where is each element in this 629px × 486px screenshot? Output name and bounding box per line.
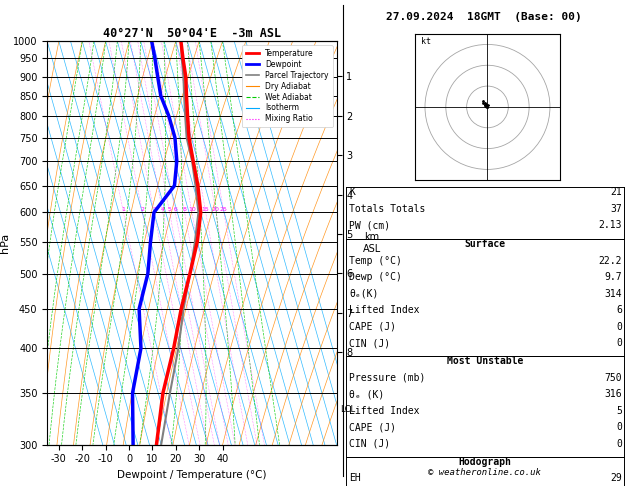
Text: CAPE (J): CAPE (J) xyxy=(349,422,396,433)
X-axis label: Dewpoint / Temperature (°C): Dewpoint / Temperature (°C) xyxy=(117,470,267,480)
Text: 316: 316 xyxy=(604,389,622,399)
Y-axis label: hPa: hPa xyxy=(0,233,10,253)
Text: 2: 2 xyxy=(140,208,145,212)
Text: kt: kt xyxy=(421,37,431,47)
Text: 8: 8 xyxy=(182,208,186,212)
Text: θₑ (K): θₑ (K) xyxy=(349,389,384,399)
Text: 6: 6 xyxy=(616,305,622,315)
Text: 0: 0 xyxy=(616,439,622,449)
Text: Surface: Surface xyxy=(464,239,506,249)
Text: LCL: LCL xyxy=(340,405,355,414)
Text: 21: 21 xyxy=(610,187,622,197)
Text: 25: 25 xyxy=(220,208,228,212)
Text: 37: 37 xyxy=(610,204,622,214)
Text: θₑ(K): θₑ(K) xyxy=(349,289,379,299)
Text: K: K xyxy=(349,187,355,197)
Text: 20: 20 xyxy=(212,208,220,212)
Text: 0: 0 xyxy=(616,338,622,348)
Text: EH: EH xyxy=(349,473,361,484)
Text: PW (cm): PW (cm) xyxy=(349,220,390,230)
Text: 22.2: 22.2 xyxy=(599,256,622,266)
Text: 10: 10 xyxy=(188,208,196,212)
Text: 6: 6 xyxy=(174,208,177,212)
Text: 1: 1 xyxy=(121,208,125,212)
Text: Lifted Index: Lifted Index xyxy=(349,406,420,416)
Text: Lifted Index: Lifted Index xyxy=(349,305,420,315)
Legend: Temperature, Dewpoint, Parcel Trajectory, Dry Adiabat, Wet Adiabat, Isotherm, Mi: Temperature, Dewpoint, Parcel Trajectory… xyxy=(242,45,333,127)
Text: 5: 5 xyxy=(168,208,172,212)
Text: CAPE (J): CAPE (J) xyxy=(349,322,396,332)
Text: 15: 15 xyxy=(202,208,209,212)
Text: 5: 5 xyxy=(616,406,622,416)
Text: Totals Totals: Totals Totals xyxy=(349,204,425,214)
Text: © weatheronline.co.uk: © weatheronline.co.uk xyxy=(428,468,541,477)
Text: Hodograph: Hodograph xyxy=(459,457,511,467)
Text: 0: 0 xyxy=(616,322,622,332)
Y-axis label: km
ASL: km ASL xyxy=(363,232,381,254)
Text: 2.13: 2.13 xyxy=(599,220,622,230)
Text: CIN (J): CIN (J) xyxy=(349,338,390,348)
Text: Dewp (°C): Dewp (°C) xyxy=(349,272,402,282)
Text: 3: 3 xyxy=(152,208,156,212)
Text: 314: 314 xyxy=(604,289,622,299)
Text: 27.09.2024  18GMT  (Base: 00): 27.09.2024 18GMT (Base: 00) xyxy=(386,12,582,22)
Text: 29: 29 xyxy=(610,473,622,484)
Text: 0: 0 xyxy=(616,422,622,433)
Text: Temp (°C): Temp (°C) xyxy=(349,256,402,266)
Text: 4: 4 xyxy=(161,208,165,212)
Text: Pressure (mb): Pressure (mb) xyxy=(349,373,425,383)
Text: 750: 750 xyxy=(604,373,622,383)
Title: 40°27'N  50°04'E  -3m ASL: 40°27'N 50°04'E -3m ASL xyxy=(103,27,281,40)
Text: Most Unstable: Most Unstable xyxy=(447,356,523,366)
Text: CIN (J): CIN (J) xyxy=(349,439,390,449)
Text: 9.7: 9.7 xyxy=(604,272,622,282)
